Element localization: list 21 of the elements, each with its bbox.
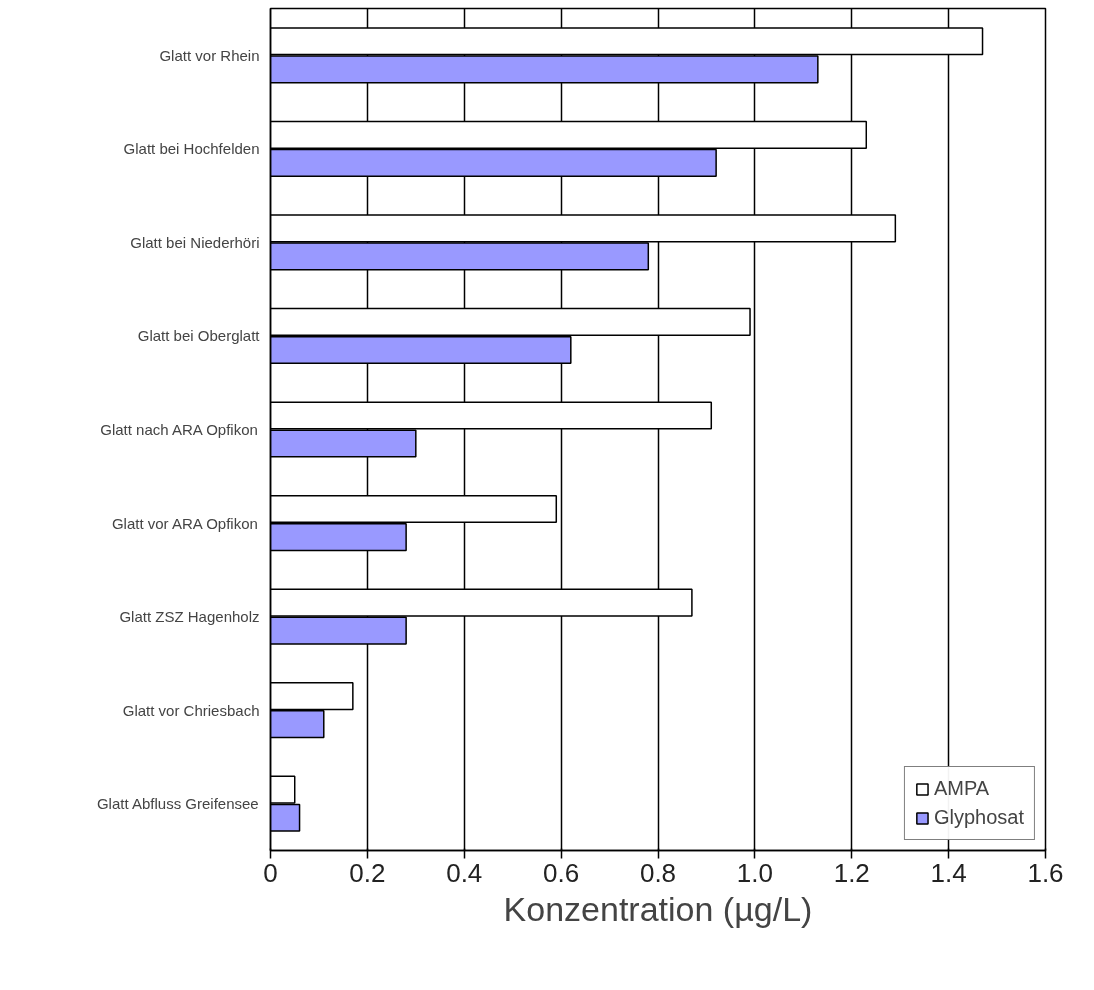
x-tick-label: 1.0: [736, 857, 773, 888]
x-tick-label: 0.4: [446, 857, 483, 888]
y-tick-label: Glatt Abfluss Greifensee: [96, 795, 259, 813]
y-tick-label: Glatt bei Niederhöri: [130, 233, 260, 251]
y-tick-label: Glatt vor Rhein: [159, 46, 260, 64]
x-tick-label: 0: [263, 857, 278, 888]
legend-label: Glyphosat: [933, 806, 1024, 829]
y-tick-label: Glatt bei Hochfelden: [123, 140, 260, 158]
y-tick-label: Glatt nach ARA Opfikon: [100, 421, 258, 438]
x-tick-label: 0.2: [349, 857, 386, 888]
x-tick-label: 1.6: [1027, 857, 1064, 888]
x-tick-label: 1.4: [930, 857, 967, 888]
y-tick-label: Glatt ZSZ Hagenholz: [119, 608, 260, 626]
x-tick-label: 1.2: [833, 857, 870, 888]
legend-label: AMPA: [933, 777, 990, 800]
y-tick-label: Glatt vor ARA Opfikon: [111, 514, 258, 532]
y-tick-label: Glatt vor Chriesbach: [122, 701, 260, 719]
x-axis-title: Konzentration (µg/L): [503, 889, 813, 928]
x-tick-label: 0.6: [543, 857, 580, 888]
x-tick-label: 0.8: [639, 857, 677, 888]
y-tick-label: Glatt bei Oberglatt: [137, 327, 261, 345]
